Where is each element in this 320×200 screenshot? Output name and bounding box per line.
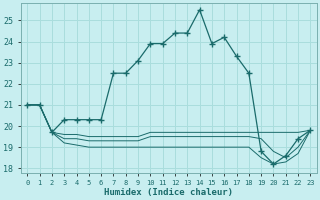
X-axis label: Humidex (Indice chaleur): Humidex (Indice chaleur) xyxy=(104,188,233,197)
